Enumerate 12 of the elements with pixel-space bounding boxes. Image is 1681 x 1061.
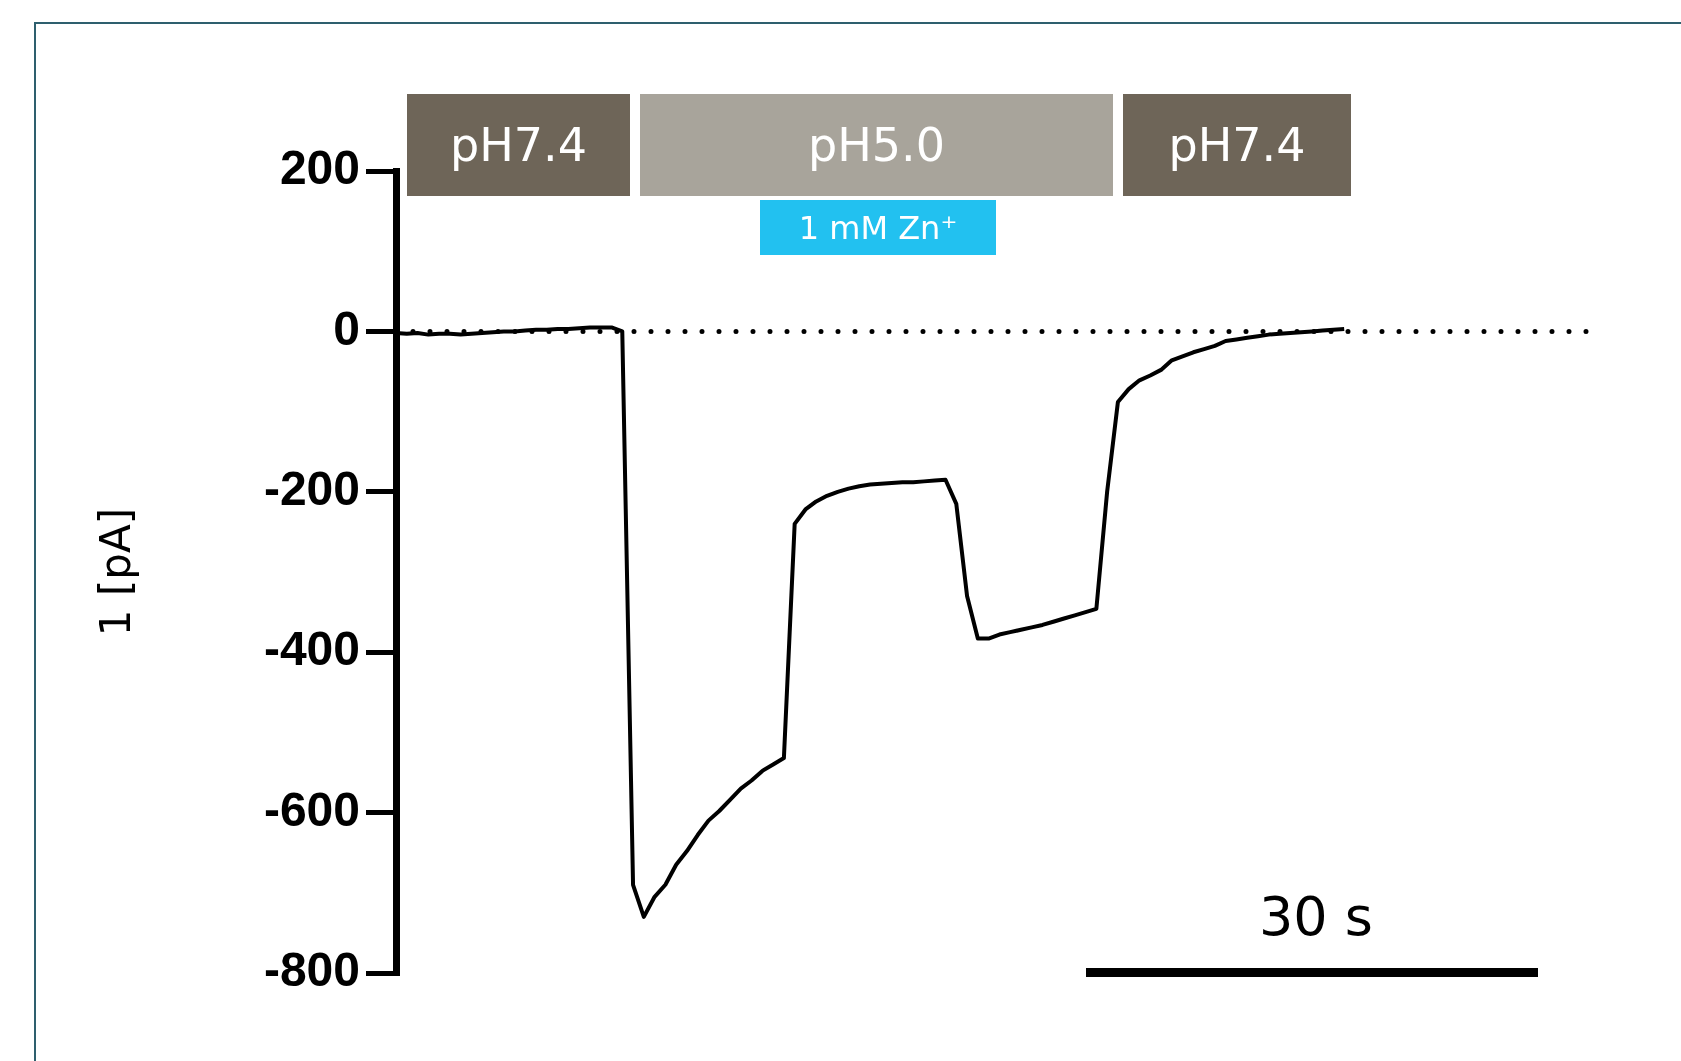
- y-axis-title: 1 [pA]: [91, 507, 141, 637]
- y-tick-label: -400: [263, 622, 360, 676]
- label-box: pH7.4: [407, 94, 630, 196]
- label-box: pH7.4: [1123, 94, 1351, 196]
- label-box: 1 mM Zn⁺: [760, 200, 996, 255]
- y-tick-label: 0: [333, 301, 360, 355]
- y-tick-label: 200: [279, 141, 360, 195]
- annotation: 30 s: [1258, 885, 1374, 950]
- y-tick-label: -200: [263, 462, 360, 516]
- y-tick-label: -600: [263, 782, 360, 836]
- y-tick-label: -800: [263, 943, 360, 997]
- label-box: pH5.0: [640, 94, 1113, 196]
